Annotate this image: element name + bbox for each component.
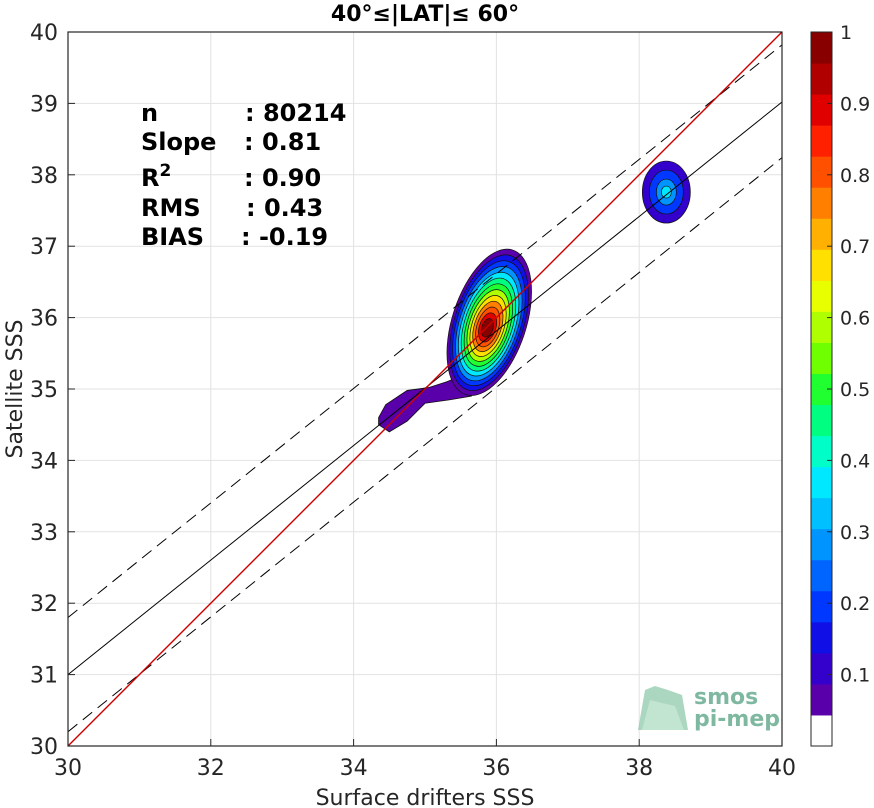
y-tick-label: 37 [30,235,58,260]
colorbar-segment [811,373,832,406]
colorbar-segment [811,590,832,623]
y-tick-label: 31 [30,664,58,689]
stat-value: : -0.19 [241,223,328,251]
y-axis: 30 31 32 33 34 35 36 37 38 39 40 [30,21,75,760]
density-contour-secondary [660,185,672,199]
x-tick-label: 30 [54,756,82,781]
smos-pimep-logo: smos pi-mep [638,685,780,732]
x-tick-label: 32 [197,756,225,781]
colorbar-tick-label: 0.3 [840,522,870,544]
stat-label: Slope [141,128,216,156]
colorbar-tick-label: 0.9 [840,93,870,115]
logo-line-2: pi-mep [694,707,780,732]
colorbar-segment [811,32,832,64]
logo-line-1: smos [694,685,758,710]
colorbar-segment [811,63,832,95]
colorbar-segment [811,528,832,561]
colorbar-tick-label: 0.1 [840,665,870,687]
colorbar-segment [811,714,832,747]
colorbar-segment [811,187,832,219]
colorbar-segment [811,249,832,281]
y-axis-label: Satellite SSS [3,320,28,459]
stat-value: : 80214 [245,99,346,127]
x-tick-label: 40 [768,756,796,781]
colorbar-tick-label: 0.2 [840,593,870,615]
x-tick-label: 38 [625,756,653,781]
colorbar-tick-label: 0.8 [840,165,870,187]
x-tick-label: 34 [340,756,368,781]
colorbar-segment [811,652,832,685]
density-contours [378,160,691,433]
colorbar-segment [811,466,832,499]
colorbar-tick-label: 1 [840,22,852,44]
colorbar-tick-label: 0.7 [840,236,870,258]
y-tick-label: 33 [30,521,58,546]
x-axis: 30 32 34 36 38 40 [54,739,796,781]
colorbar-segment [811,218,832,250]
colorbar-segment [811,497,832,530]
stat-label: n [141,99,158,127]
colorbar-segment [811,435,832,468]
colorbar-tick-label: 0.6 [840,308,870,330]
stat-label: BIAS [141,223,204,251]
colorbar-segment [811,559,832,592]
stat-label: RMS [141,194,201,222]
colorbar [810,31,833,747]
one-to-one-line [68,32,782,746]
y-tick-label: 38 [30,164,58,189]
colorbar-segment [811,94,832,126]
colorbar-ticks: 0.1 0.2 0.3 0.4 0.5 0.6 0.7 0.8 0.9 1 [827,22,870,687]
y-tick-label: 34 [30,449,58,474]
colorbar-segment [811,342,832,374]
colorbar-segment [811,280,832,312]
stat-value: : 0.43 [246,194,323,222]
logo-wave-graphic-2 [642,700,684,730]
colorbar-tick-label: 0.5 [840,379,870,401]
x-tick-label: 36 [482,756,510,781]
y-tick-label: 40 [30,21,58,46]
y-tick-label: 35 [30,378,58,403]
colorbar-tick-label: 0.4 [840,450,870,472]
fit-lines [68,32,782,746]
stat-value: : 0.81 [244,128,321,156]
chart-title: 40°≤|LAT|≤ 60° [331,2,519,27]
colorbar-segment [811,125,832,157]
colorbar-segment [811,404,832,437]
colorbar-segment [811,683,832,716]
colorbar-segment [811,621,832,654]
lower-bound-line [68,157,782,733]
colorbar-segment [811,156,832,188]
stat-value: : 0.90 [244,164,321,192]
y-tick-label: 39 [30,92,58,117]
colorbar-segment [811,311,832,343]
x-axis-label: Surface drifters SSS [316,786,535,808]
y-tick-label: 30 [30,735,58,760]
stat-label: R2 [141,161,171,192]
upper-bound-line [68,44,782,618]
y-tick-label: 36 [30,307,58,332]
y-tick-label: 32 [30,592,58,617]
